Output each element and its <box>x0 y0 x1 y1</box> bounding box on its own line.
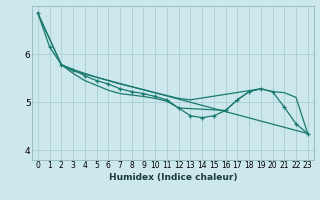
X-axis label: Humidex (Indice chaleur): Humidex (Indice chaleur) <box>108 173 237 182</box>
